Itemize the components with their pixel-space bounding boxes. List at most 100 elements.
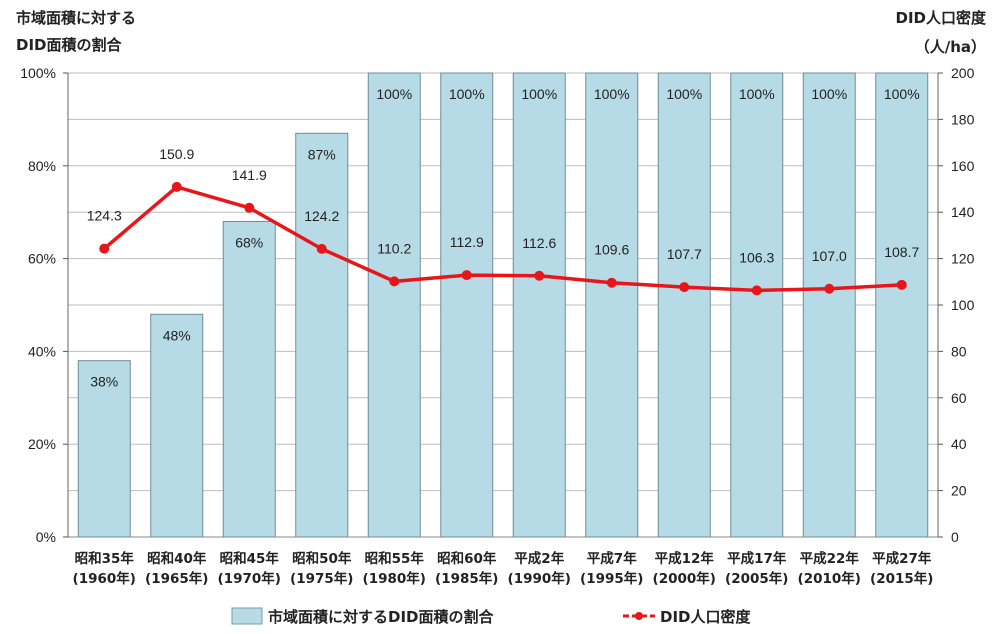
bar [77, 360, 131, 538]
bar-value-label: 100% [376, 86, 412, 102]
x-category-sublabel: (1965年) [145, 570, 208, 587]
line-series: 124.3 150.9 141.9 124.2 110.2 112.9 112.6 109.6… [87, 146, 919, 296]
density-point [896, 279, 907, 290]
x-category-sublabel: (1985年) [435, 570, 498, 587]
left-axis-tick-label: 60% [28, 251, 56, 267]
bar [585, 72, 639, 538]
density-point [171, 181, 182, 192]
left-axis-tick-label: 20% [28, 436, 56, 452]
x-category-sublabel: (2000年) [653, 570, 716, 587]
x-category-sublabel: (1980年) [363, 570, 426, 587]
density-value-label: 124.3 [87, 208, 122, 224]
x-category-sublabel: (1960年) [73, 570, 136, 587]
bar-value-label: 100% [739, 86, 775, 102]
right-axis-title-line1: DID人口密度 [896, 9, 987, 27]
x-category-label: 昭和40年 [147, 550, 207, 567]
density-point [606, 277, 617, 288]
bar-value-label: 48% [163, 327, 191, 343]
bar-value-label: 100% [811, 86, 847, 102]
x-category-label: 平成7年 [587, 550, 637, 567]
left-axis-tick-label: 40% [28, 343, 56, 359]
x-category-label: 平成27年 [872, 550, 932, 567]
density-point [99, 243, 110, 254]
density-point [244, 202, 255, 213]
bar [657, 72, 711, 538]
density-value-label: 107.0 [812, 248, 847, 264]
right-axis-title-line2: （人/ha） [915, 38, 986, 56]
density-value-label: 107.7 [667, 246, 702, 262]
x-category-sublabel: (2005年) [725, 570, 788, 587]
bar [730, 72, 784, 538]
bar-series: 38% 48% 68% 87% 100% 100% 100% 100% 100% 100% 100%… [77, 72, 929, 538]
x-category-label: 昭和50年 [292, 550, 352, 567]
left-axis-title-line1: 市域面積に対する [16, 9, 136, 27]
right-axis-tick-label: 140 [951, 204, 975, 220]
density-point [824, 283, 835, 294]
density-point [679, 282, 690, 293]
right-axis-tick-label: 40 [951, 436, 967, 452]
density-point [534, 270, 545, 281]
bar [440, 72, 494, 538]
x-category-sublabel: (1990年) [508, 570, 571, 587]
x-category-sublabel: (1970年) [218, 570, 281, 587]
x-category-label: 平成2年 [514, 550, 564, 567]
left-axis-title-line2: DID面積の割合 [16, 36, 122, 54]
density-value-label: 112.9 [450, 234, 484, 250]
bar [150, 313, 204, 538]
density-point [751, 285, 762, 296]
right-axis-tick-label: 20 [951, 483, 967, 499]
right-axis: 0 20 40 60 80 100 120 140 160 180 200 [937, 65, 975, 545]
right-axis-tick-label: 100 [951, 297, 975, 313]
bar [512, 72, 566, 538]
left-axis: 0% 20% 40% 60% 80% 100% [20, 65, 69, 545]
right-axis-tick-label: 160 [951, 158, 975, 174]
density-point [389, 276, 400, 287]
bar-value-label: 100% [666, 86, 702, 102]
legend-line-label: DID人口密度 [660, 608, 751, 626]
legend-bar-swatch [231, 607, 263, 625]
legend: 市域面積に対するDID面積の割合 DID人口密度 [231, 607, 751, 626]
bar [802, 72, 856, 538]
bar-value-label: 87% [308, 146, 336, 162]
x-category-sublabel: (1995年) [580, 570, 643, 587]
left-axis-tick-label: 80% [28, 158, 56, 174]
legend-bar-label: 市域面積に対するDID面積の割合 [268, 608, 494, 626]
right-axis-tick-label: 80 [951, 343, 967, 359]
density-point [316, 243, 327, 254]
right-axis-tick-label: 120 [951, 251, 975, 267]
density-value-label: 108.7 [884, 244, 919, 260]
bar [367, 72, 421, 538]
bar [222, 220, 276, 538]
right-axis-tick-label: 180 [951, 111, 975, 127]
x-category-sublabel: (2010年) [798, 570, 861, 587]
bar-value-label: 100% [449, 86, 485, 102]
bar-value-label: 100% [521, 86, 557, 102]
bar [875, 72, 929, 538]
gridlines [68, 72, 938, 538]
bar-value-label: 100% [884, 86, 920, 102]
density-line [103, 185, 902, 293]
bar-value-label: 100% [594, 86, 630, 102]
density-value-label: 112.6 [522, 235, 556, 251]
left-axis-tick-label: 0% [36, 529, 56, 545]
bar-value-label: 68% [235, 234, 263, 250]
right-axis-tick-label: 60 [951, 390, 967, 406]
density-value-label: 109.6 [594, 242, 629, 258]
left-axis-tick-label: 100% [20, 65, 56, 81]
x-category-label: 昭和45年 [220, 550, 280, 567]
density-value-label: 124.2 [304, 208, 339, 224]
legend-line-marker [635, 612, 643, 620]
density-value-label: 106.3 [739, 249, 774, 265]
x-category-label: 昭和35年 [75, 550, 135, 567]
axis-titles: 市域面積に対する DID面積の割合 DID人口密度 （人/ha） [16, 9, 987, 56]
right-axis-tick-label: 200 [951, 65, 975, 81]
x-category-label: 平成17年 [727, 550, 787, 567]
x-category-label: 昭和60年 [437, 550, 497, 567]
x-category-label: 昭和55年 [365, 550, 425, 567]
density-value-label: 110.2 [377, 240, 411, 256]
x-category-label: 平成22年 [800, 550, 860, 567]
bar [295, 132, 349, 538]
density-value-label: 150.9 [159, 146, 194, 162]
x-category-label: 平成12年 [655, 550, 715, 567]
